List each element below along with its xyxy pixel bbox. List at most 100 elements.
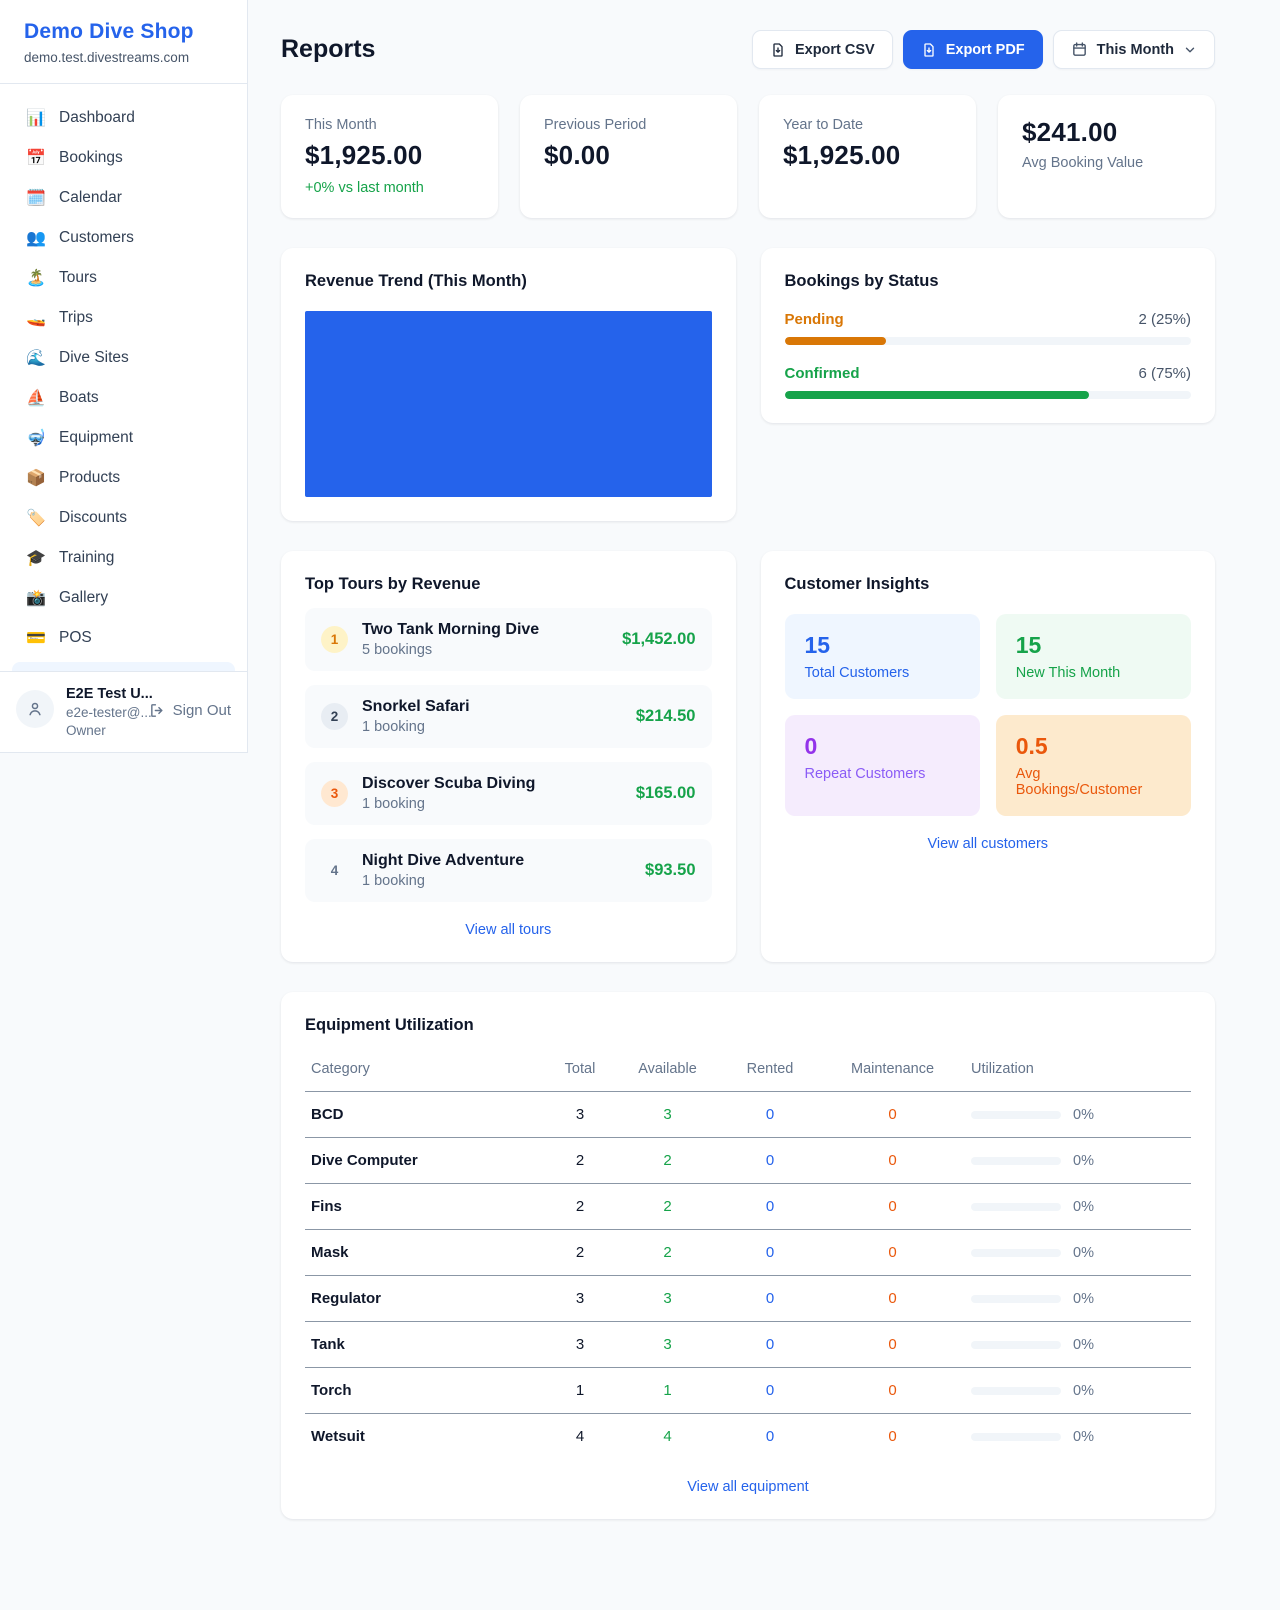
camera-icon: 📸: [26, 590, 46, 607]
sidebar-item-label: Trips: [59, 309, 93, 326]
view-all-tours-link[interactable]: View all tours: [465, 922, 552, 938]
tour-row: 4 Night Dive Adventure 1 booking $93.50: [305, 839, 712, 902]
sign-out-label: Sign Out: [172, 702, 231, 719]
table-header-row: Category Total Available Rented Maintena…: [305, 1053, 1191, 1092]
sidebar-item-reports-partial[interactable]: [12, 662, 235, 671]
insight-value: 0: [804, 733, 818, 759]
revenue-trend-title: Revenue Trend (This Month): [305, 272, 527, 290]
table-row: Torch 1 1 0 0 0%: [305, 1367, 1191, 1414]
stat-card-previous-period: Previous Period $0.00: [520, 95, 737, 218]
tour-amount: $214.50: [635, 707, 696, 725]
cell-rented: 0: [720, 1183, 820, 1230]
stats-grid: This Month $1,925.00 +0% vs last month P…: [281, 95, 1215, 218]
cell-available: 2: [615, 1229, 720, 1276]
bookings-status-title: Bookings by Status: [784, 272, 939, 290]
tour-row: 2 Snorkel Safari 1 booking $214.50: [305, 685, 712, 748]
export-csv-button[interactable]: Export CSV: [751, 30, 893, 69]
customer-insights-card: Customer Insights 15 Total Customers 15 …: [760, 551, 1215, 962]
tour-name: Snorkel Safari: [362, 698, 470, 715]
export-pdf-button[interactable]: Export PDF: [902, 30, 1043, 69]
sidebar-item-products[interactable]: 📦 Products: [12, 458, 235, 498]
tour-amount: $93.50: [645, 861, 696, 879]
cell-utilization: 0%: [965, 1321, 1191, 1368]
sidebar-item-bookings[interactable]: 📅 Bookings: [12, 138, 235, 178]
chevron-down-icon: [1185, 47, 1195, 52]
sidebar-item-boats[interactable]: ⛵ Boats: [12, 378, 235, 418]
sidebar-item-dive-sites[interactable]: 🌊 Dive Sites: [12, 338, 235, 378]
stat-card-this-month: This Month $1,925.00 +0% vs last month: [281, 95, 498, 218]
sidebar-item-customers[interactable]: 👥 Customers: [12, 218, 235, 258]
cell-total: 3: [545, 1321, 615, 1368]
sidebar-item-label: Gallery: [59, 589, 109, 606]
cell-maintenance: 0: [820, 1367, 965, 1414]
utilization-bar: [971, 1340, 1061, 1349]
cell-utilization: 0%: [965, 1414, 1191, 1460]
top-tours-title: Top Tours by Revenue: [305, 575, 481, 593]
sidebar-item-dashboard[interactable]: 📊 Dashboard: [12, 98, 235, 138]
calendar-icon: [1072, 42, 1086, 56]
sign-out-button[interactable]: Sign Out: [149, 702, 231, 719]
sidebar-item-label: Products: [59, 469, 121, 486]
revenue-trend-chart: [305, 311, 712, 497]
stat-label: Year to Date: [783, 117, 864, 133]
tour-name: Two Tank Morning Dive: [362, 621, 540, 638]
tour-name: Night Dive Adventure: [362, 852, 525, 869]
stat-delta: +0% vs last month: [305, 180, 424, 196]
sidebar-item-tours[interactable]: 🏝️ Tours: [12, 258, 235, 298]
cell-total: 1: [545, 1367, 615, 1414]
sidebar-item-discounts[interactable]: 🏷️ Discounts: [12, 498, 235, 538]
sidebar-item-equipment[interactable]: 🤿 Equipment: [12, 418, 235, 458]
utilization-bar: [971, 1386, 1061, 1395]
cell-category: Mask: [305, 1229, 545, 1276]
view-all-equipment-link[interactable]: View all equipment: [687, 1479, 809, 1495]
sidebar-item-calendar[interactable]: 🗓️ Calendar: [12, 178, 235, 218]
cell-available: 2: [615, 1137, 720, 1184]
period-label: This Month: [1096, 41, 1174, 58]
credit-card-icon: 💳: [26, 630, 46, 647]
cell-maintenance: 0: [820, 1275, 965, 1322]
cell-category: BCD: [305, 1091, 545, 1138]
progress-track: [784, 391, 1191, 399]
stat-value: $241.00: [1022, 117, 1118, 147]
tag-icon: 🏷️: [26, 510, 46, 527]
sidebar-item-pos[interactable]: 💳 POS: [12, 618, 235, 658]
notepad-icon: 🗓️: [26, 190, 46, 207]
tour-bookings: 1 booking: [362, 719, 425, 735]
table-row: Dive Computer 2 2 0 0 0%: [305, 1137, 1191, 1184]
period-select[interactable]: This Month: [1052, 30, 1215, 69]
utilization-pct: 0%: [1073, 1428, 1094, 1445]
sidebar-header: Demo Dive Shop demo.test.divestreams.com: [0, 0, 247, 84]
sidebar-item-label: Customers: [59, 229, 134, 246]
stat-value: $1,925.00: [305, 140, 423, 170]
package-icon: 📦: [26, 470, 46, 487]
cell-available: 1: [615, 1367, 720, 1414]
utilization-pct: 0%: [1073, 1244, 1094, 1261]
shop-domain: demo.test.divestreams.com: [24, 50, 190, 65]
cell-total: 2: [545, 1183, 615, 1230]
tour-row: 1 Two Tank Morning Dive 5 bookings $1,45…: [305, 608, 712, 671]
island-icon: 🏝️: [26, 270, 46, 287]
insight-value: 0.5: [1015, 733, 1048, 759]
sidebar-item-gallery[interactable]: 📸 Gallery: [12, 578, 235, 618]
sidebar-item-label: Equipment: [59, 429, 134, 446]
shop-name: Demo Dive Shop: [24, 20, 194, 43]
column-header-maintenance: Maintenance: [820, 1053, 965, 1092]
cell-rented: 0: [720, 1321, 820, 1368]
cell-maintenance: 0: [820, 1137, 965, 1184]
export-pdf-label: Export PDF: [945, 41, 1025, 58]
column-header-category: Category: [305, 1053, 545, 1092]
sign-out-icon: [150, 704, 163, 717]
sidebar-item-trips[interactable]: 🚤 Trips: [12, 298, 235, 338]
view-all-customers-link[interactable]: View all customers: [927, 836, 1049, 852]
cell-available: 3: [615, 1321, 720, 1368]
insight-label: Avg Bookings/Customer: [1015, 766, 1143, 798]
cell-maintenance: 0: [820, 1091, 965, 1138]
utilization-pct: 0%: [1073, 1382, 1094, 1399]
sidebar-item-label: Bookings: [59, 149, 123, 166]
utilization-pct: 0%: [1073, 1336, 1094, 1353]
stat-card-year-to-date: Year to Date $1,925.00: [759, 95, 976, 218]
sidebar-item-training[interactable]: 🎓 Training: [12, 538, 235, 578]
progress-track: [784, 337, 1191, 345]
user-meta: E2E Test U... e2e-tester@... Owner: [66, 686, 153, 738]
utilization-bar: [971, 1432, 1061, 1441]
